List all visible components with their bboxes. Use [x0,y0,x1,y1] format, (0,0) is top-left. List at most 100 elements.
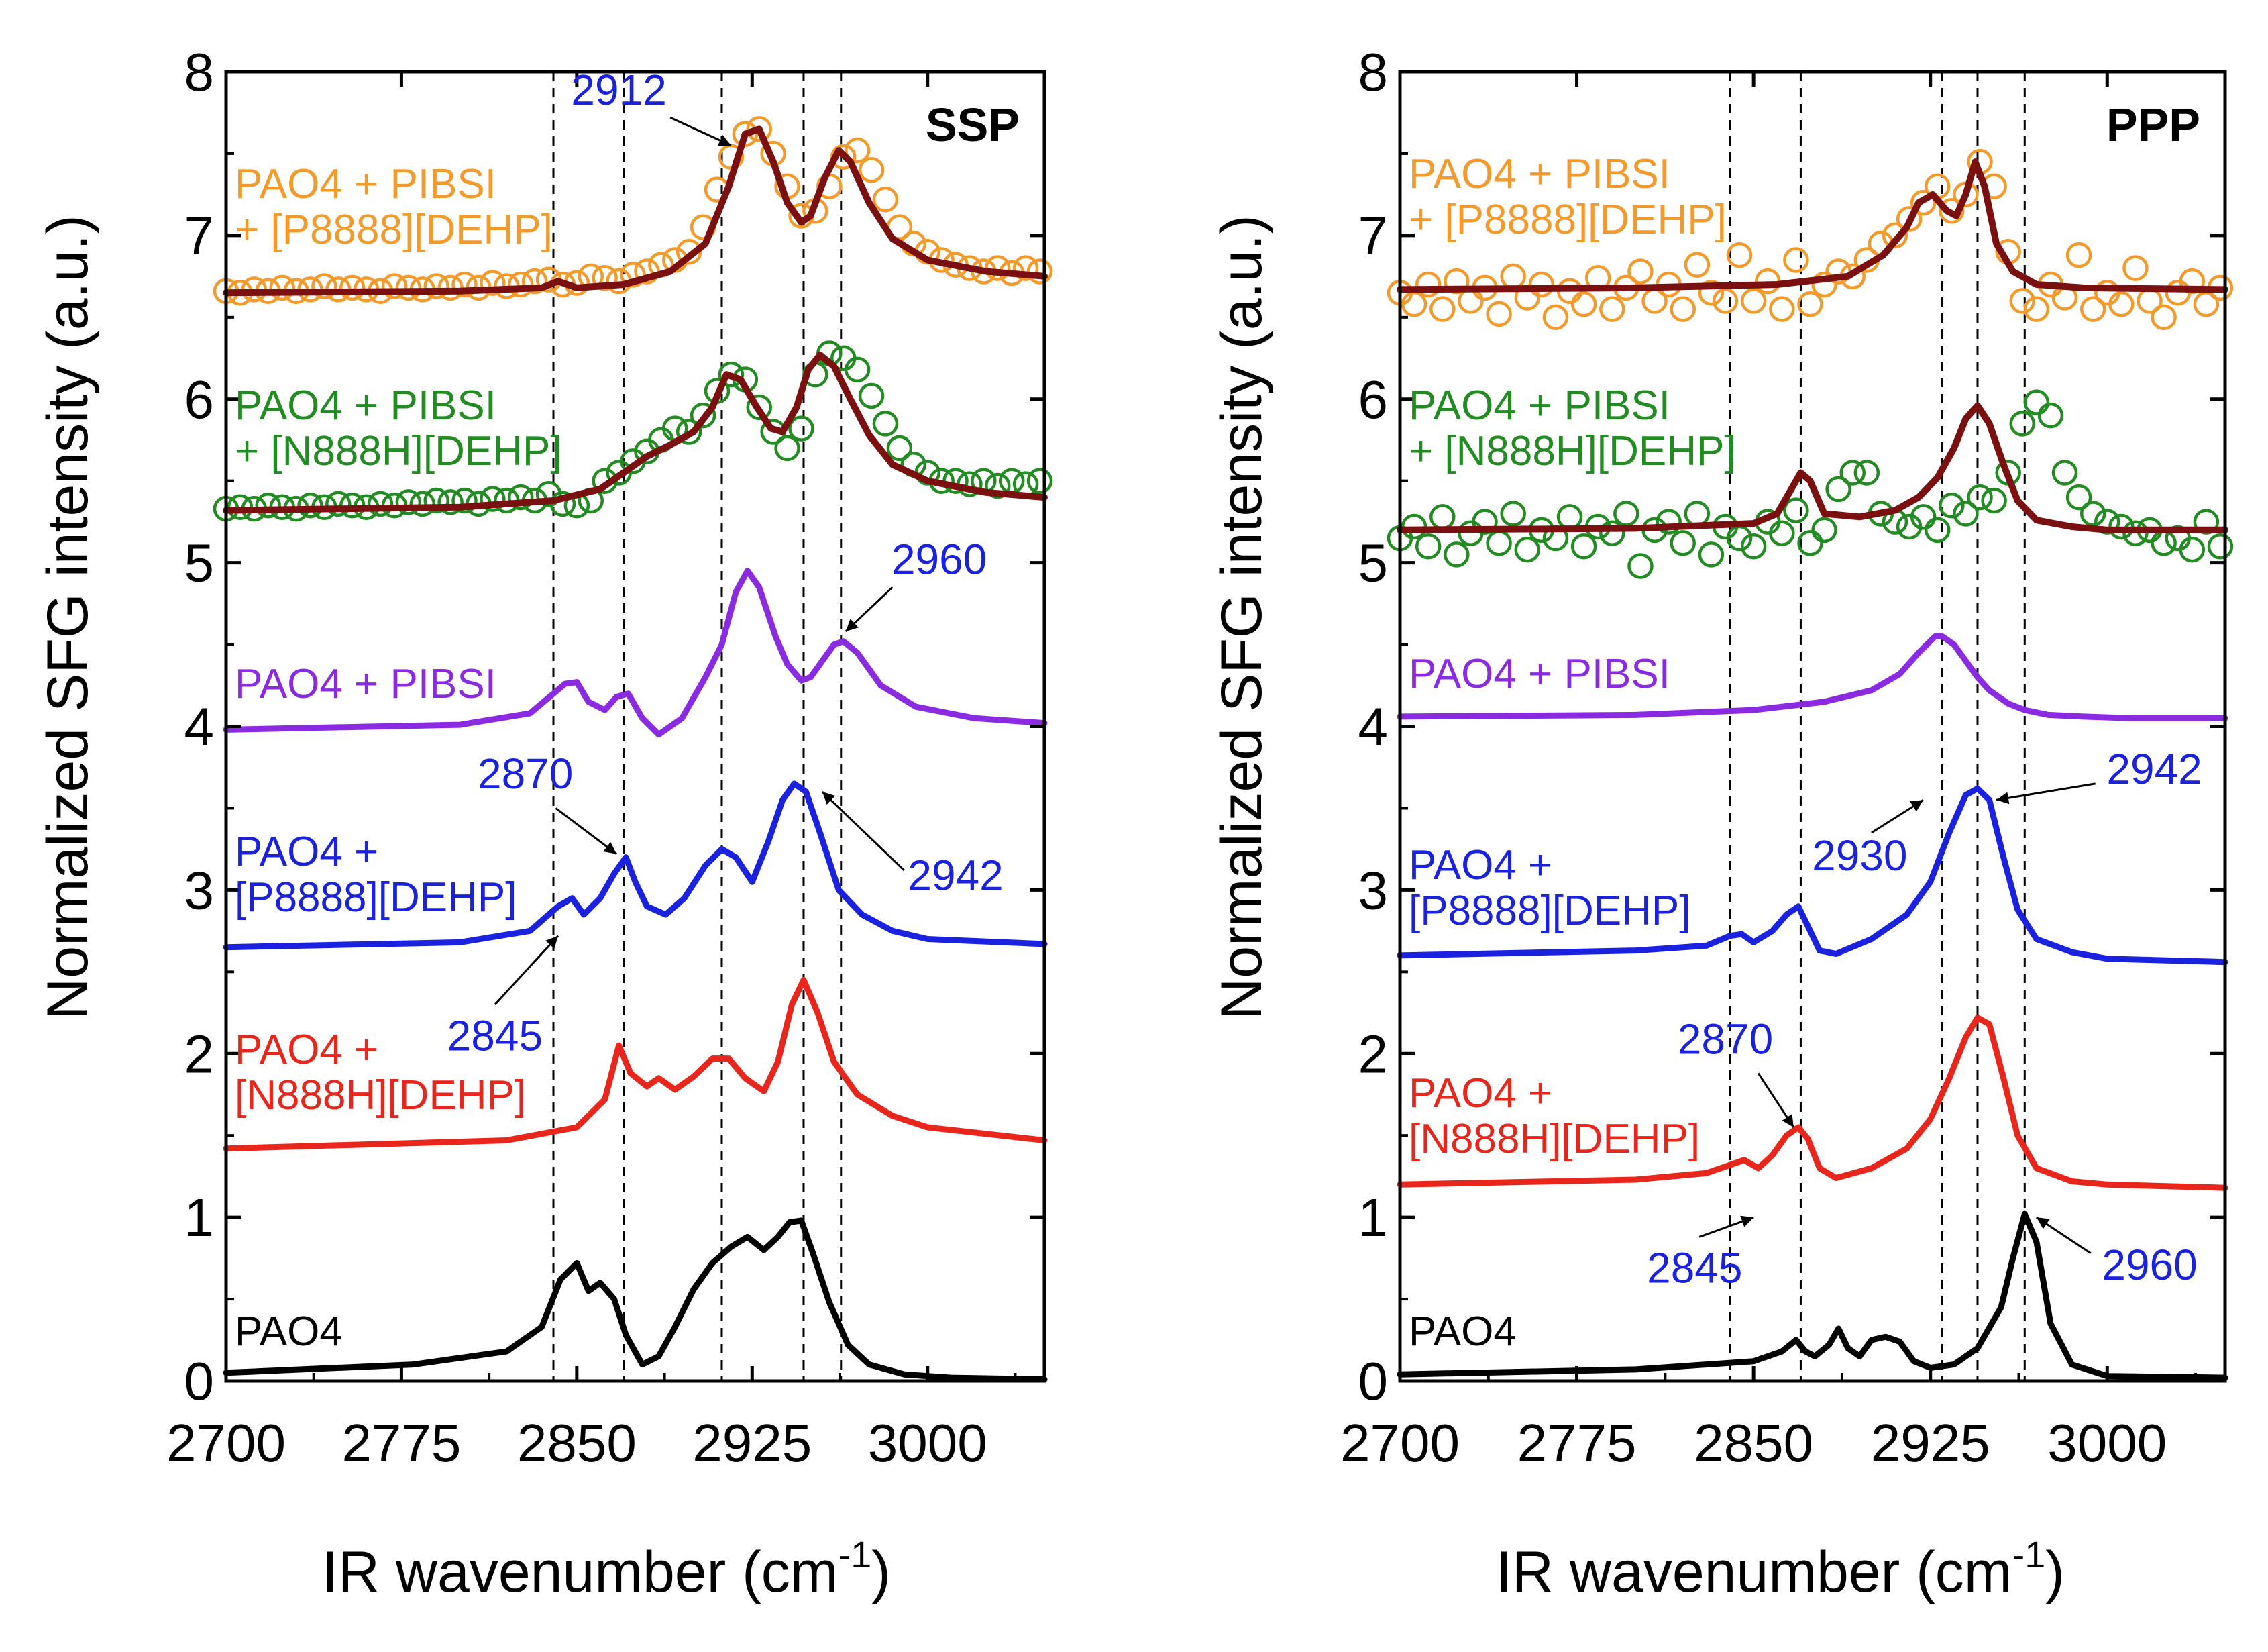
scatter-point [311,273,337,299]
scatter-point [592,265,618,291]
ppp-series-1 [1397,1015,2228,1191]
scatter-point [437,489,464,515]
peak-annotation: 2845 [447,1011,543,1060]
scatter-point [1811,271,1837,298]
scatter-point [2080,501,2106,527]
y-tick-label: 3 [184,860,215,920]
scatter-point [844,137,871,164]
scatter-point [2108,291,2135,317]
scatter-point [1967,484,1993,511]
peak-annotation: 2960 [2102,1241,2197,1289]
scatter-point [985,472,1011,499]
peak-annotation: 2942 [908,851,1003,899]
scatter-point [451,487,478,514]
y-axis-label-ssp: Normalized SFG intensity (a.u.) [36,215,100,1020]
scatter-point [1599,296,1625,322]
peak-annotation: 2912 [571,66,666,114]
annotation-arrow [555,807,618,855]
x-axis-label-main: IR wavenumber (cm [1496,1540,2012,1604]
x-tick-label: 2700 [1340,1413,1460,1473]
annotation-arrow [821,790,905,872]
scatter-point [1458,288,1484,314]
series-line [1397,1015,2228,1191]
x-axis-label-ppp: IR wavenumber (cm-1) [1496,1533,2065,1604]
x-axis-label-close: ) [2045,1540,2065,1604]
scatter-point [1939,493,1965,519]
series-label: PAO4 [1409,1308,1517,1355]
scatter-point [1740,288,1767,314]
ssp-series-7 [223,125,1048,297]
scatter-point [1500,263,1526,290]
scatter-point [1627,258,1654,285]
series-label: PAO4 + PIBSI [1409,151,1670,197]
scatter-point [1570,533,1597,560]
scatter-point [1783,247,1809,273]
scatter-point [1769,520,1795,546]
scatter-point [1627,553,1654,579]
annotation-arrow [845,586,894,633]
y-tick-label: 4 [184,697,215,757]
x-tick-label: 2775 [341,1413,461,1473]
scatter-point [690,402,716,429]
peak-annotation: 2845 [1647,1244,1742,1292]
scatter-point [788,415,814,442]
scatter-point [325,491,352,517]
ssp-panel-title: SSP [926,99,1020,151]
scatter-point [1514,536,1541,563]
series-line [1397,158,2228,293]
scatter-point [746,394,772,421]
scatter-point [1429,296,1456,322]
series-line [223,1217,1048,1383]
ssp-series-2 [223,780,1048,951]
scatter-point [480,486,506,512]
y-tick-label: 1 [1358,1188,1389,1247]
peak-annotation: 2942 [2106,745,2202,793]
scatter-point [1444,268,1470,295]
series-label: PAO4 + PIBSI [235,382,496,429]
scatter-point [1670,530,1696,556]
y-tick-label: 5 [184,533,215,593]
ssp-series-1 [223,977,1048,1152]
scatter-point [1853,460,1880,486]
ppp-panel-title: PPP [2106,99,2200,151]
scatter-point [872,411,899,437]
scatter-point [676,419,702,445]
scatter-point [732,121,759,147]
scatter-point [1444,541,1470,568]
x-tick-label: 2850 [1694,1413,1813,1473]
scatter-point [858,382,885,409]
ppp-series-7 [1397,158,2228,293]
scatter-point [1740,533,1767,560]
y-tick-label: 2 [1358,1024,1389,1084]
series-label: [P8888][DEHP] [235,874,517,921]
y-axis-label-ppp: Normalized SFG intensity (a.u.) [1209,215,1274,1020]
scatter-point [507,484,534,511]
x-axis-label-sup: -1 [838,1533,871,1576]
ppp-panel: 0 1 2 3 4 5 6 7 8 2700 2775 2850 2925 3000 PPP PAO4 + P… [1340,42,2234,1473]
scatter-point [718,361,745,388]
scatter-point [2065,484,2092,511]
annotation-arrow [669,116,732,147]
series-label: PAO4 + PIBSI [235,661,496,707]
scatter-point [1542,304,1569,331]
scatter-point [423,487,449,514]
scatter-point [1429,504,1456,530]
scatter-point [1599,520,1625,546]
scatter-point [2051,460,2078,486]
ppp-series-5 [1397,402,2228,533]
scatter-point [2207,533,2234,560]
scatter-point [1670,296,1696,322]
scatter-point [1500,501,1526,527]
series-line [223,125,1048,297]
y-tick-label: 2 [184,1024,215,1084]
scatter-point [409,491,436,517]
scatter-point [2193,291,2220,317]
scatter-point [395,274,422,301]
y-tick-label: 1 [184,1188,215,1247]
scatter-point [746,116,772,142]
y-tick-label: 8 [1358,42,1389,102]
scatter-point [423,273,449,299]
scatter-point [2009,288,2036,314]
scatter-point [297,493,323,519]
scatter-point [1401,291,1427,317]
